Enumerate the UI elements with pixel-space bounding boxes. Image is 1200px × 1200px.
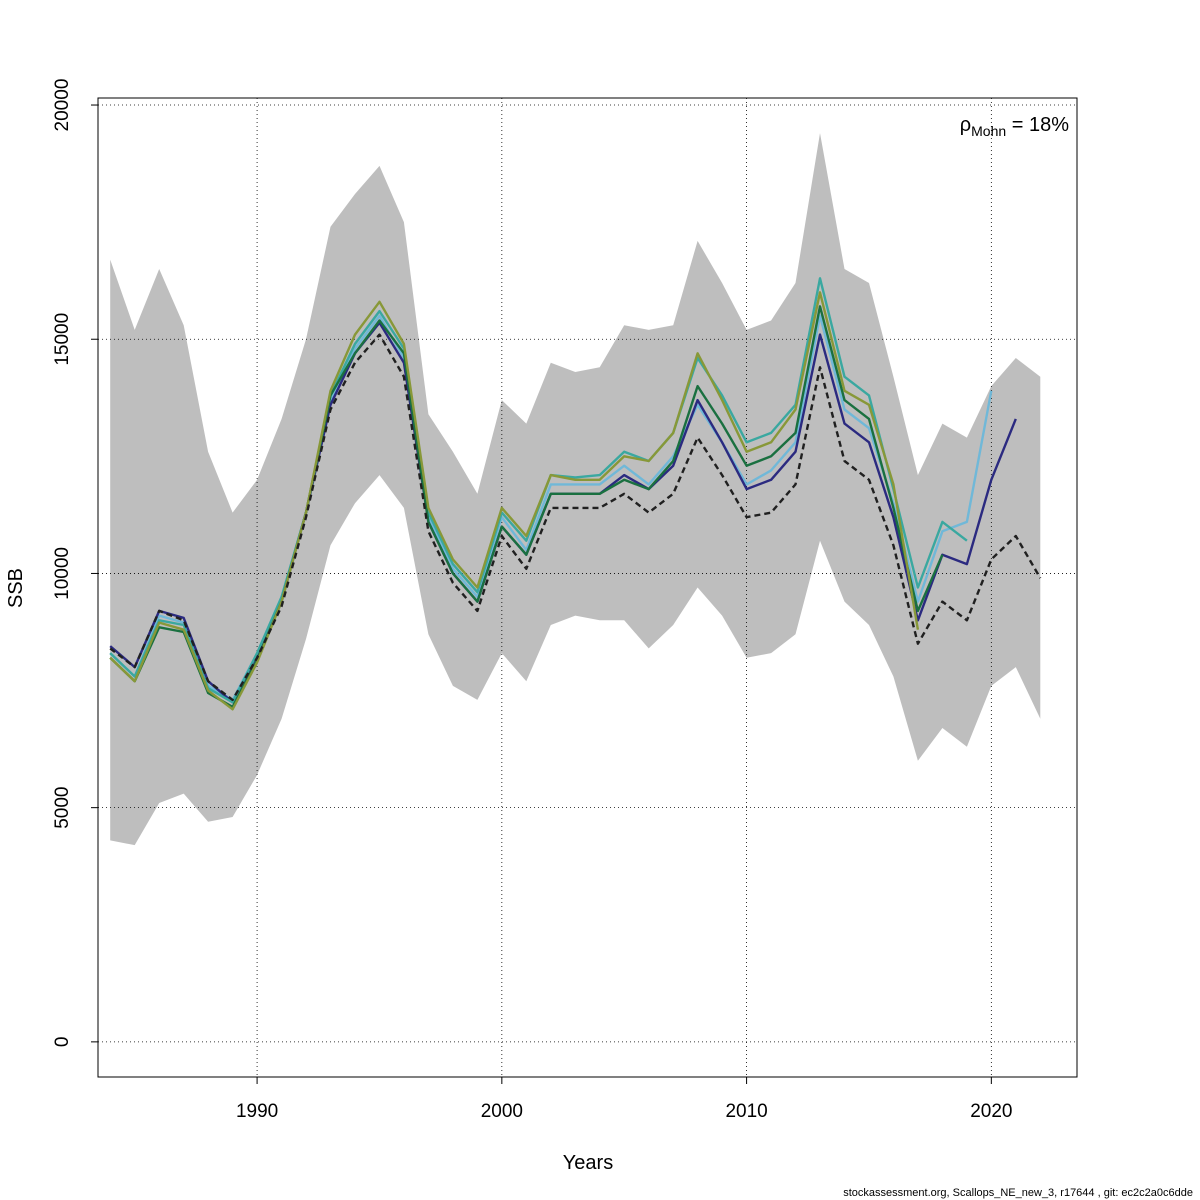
y-tick-label: 20000 <box>52 79 73 132</box>
confidence-band <box>110 133 1041 846</box>
axes: 1990 2000 2010 2020 0 5000 10000 15000 20000 <box>52 79 1012 1122</box>
plot-area <box>98 98 1077 1077</box>
y-axis-label: SSB <box>5 568 27 608</box>
mohn-rho-annotation: ρMohn = 18% <box>960 114 1069 139</box>
x-tick-label: 2020 <box>970 1101 1012 1122</box>
x-tick-label: 2000 <box>481 1101 523 1122</box>
rho-subscript: Mohn <box>971 123 1006 139</box>
y-tick-label: 5000 <box>52 787 73 829</box>
series-line-5 <box>109 333 1042 702</box>
rho-value: = 18% <box>1006 114 1069 136</box>
y-tick-label: 10000 <box>52 547 73 600</box>
y-tick-label: 15000 <box>52 313 73 366</box>
x-tick-label: 1990 <box>236 1101 278 1122</box>
series-line-4 <box>109 291 920 711</box>
rho-symbol: ρ <box>960 114 971 136</box>
x-tick-label: 2010 <box>725 1101 767 1122</box>
footer-credit: stockassessment.org, Scallops_NE_new_3, … <box>843 1187 1193 1199</box>
x-axis-label: Years <box>563 1152 613 1174</box>
y-tick-label: 0 <box>52 1037 73 1048</box>
plot-frame <box>97 97 1078 1078</box>
